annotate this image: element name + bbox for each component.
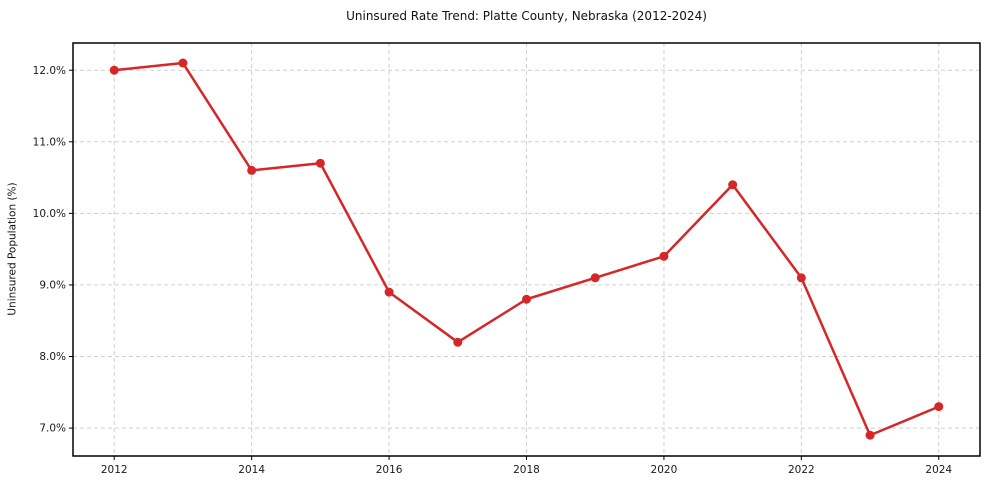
data-point-marker bbox=[315, 158, 325, 168]
x-tick-label: 2024 bbox=[925, 464, 952, 476]
data-point-marker bbox=[728, 180, 738, 190]
data-point-marker bbox=[247, 165, 257, 175]
data-point-marker bbox=[453, 337, 463, 347]
y-tick-label: 7.0% bbox=[39, 423, 66, 435]
data-point-marker bbox=[384, 287, 394, 297]
y-axis-label: Uninsured Population (%) bbox=[6, 182, 19, 316]
y-tick-label: 9.0% bbox=[39, 280, 66, 292]
y-tick-label: 10.0% bbox=[33, 208, 66, 220]
data-point-marker bbox=[796, 273, 806, 283]
x-tick-label: 2018 bbox=[513, 464, 540, 476]
x-tick-label: 2016 bbox=[376, 464, 403, 476]
axes-box bbox=[72, 42, 981, 457]
x-tick-label: 2020 bbox=[651, 464, 678, 476]
data-point-marker bbox=[522, 294, 531, 304]
y-tick-label: 11.0% bbox=[33, 136, 66, 148]
x-tick-label: 2022 bbox=[788, 464, 815, 476]
chart-title: Uninsured Rate Trend: Platte County, Neb… bbox=[346, 9, 707, 23]
data-point-marker bbox=[865, 430, 875, 440]
x-tick-label: 2014 bbox=[238, 464, 265, 476]
data-point-marker bbox=[178, 58, 188, 68]
data-point-marker bbox=[659, 251, 669, 261]
y-tick-label: 8.0% bbox=[39, 351, 66, 363]
data-point-marker bbox=[109, 65, 119, 75]
data-point-marker bbox=[934, 402, 944, 412]
x-tick-label: 2012 bbox=[101, 464, 128, 476]
y-tick-label: 12.0% bbox=[33, 65, 66, 77]
data-point-marker bbox=[590, 273, 600, 283]
